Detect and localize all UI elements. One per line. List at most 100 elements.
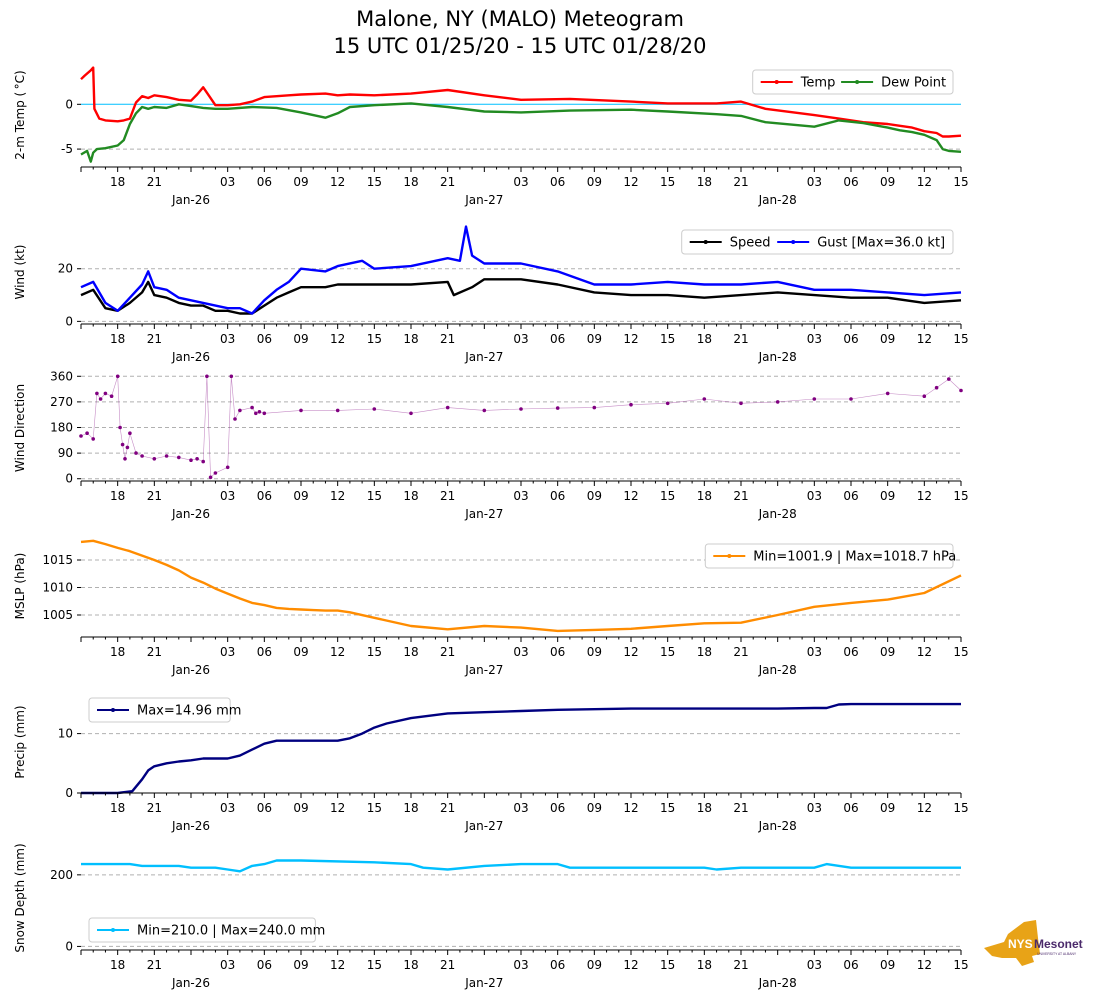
data-point: [262, 411, 267, 416]
legend-entry-label: Gust [Max=36.0 kt]: [817, 236, 945, 251]
data-point: [91, 437, 95, 441]
x-tick-label: 15: [953, 958, 968, 972]
x-tick-label: 21: [733, 645, 748, 659]
x-tick-label: 09: [587, 175, 602, 189]
x-date-label: Jan-26: [171, 976, 210, 990]
x-tick-label: 06: [843, 332, 858, 346]
x-tick-label: 21: [147, 175, 162, 189]
x-tick-label: 03: [220, 958, 235, 972]
y-tick-label: 200: [50, 868, 73, 882]
y-tick-label: 270: [50, 395, 73, 409]
x-tick-label: 06: [550, 175, 565, 189]
y-axis-label: 2-m Temp ( °C): [13, 70, 27, 159]
x-tick-label: 15: [660, 801, 675, 815]
x-tick-label: 06: [257, 801, 272, 815]
x-tick-label: 06: [550, 645, 565, 659]
x-tick-label: 12: [623, 332, 638, 346]
x-date-label: Jan-28: [758, 819, 797, 833]
x-tick-label: 15: [660, 958, 675, 972]
x-tick-label: 03: [220, 332, 235, 346]
x-tick-label: 09: [880, 175, 895, 189]
legend-box: [88, 697, 231, 723]
data-point: [299, 408, 303, 413]
x-tick-label: 03: [220, 801, 235, 815]
x-tick-label: 21: [440, 175, 455, 189]
x-tick-label: 09: [880, 645, 895, 659]
y-tick-label: 0: [65, 939, 73, 953]
data-point: [372, 407, 377, 411]
x-tick-label: 12: [917, 489, 932, 503]
x-tick-label: 15: [660, 175, 675, 189]
x-tick-label: 09: [293, 332, 308, 346]
series-line-min=1001.9: [80, 539, 962, 633]
series-line-speed: [80, 278, 962, 315]
x-tick-label: 15: [953, 645, 968, 659]
x-tick-label: 18: [697, 645, 712, 659]
x-tick-label: 18: [697, 801, 712, 815]
legend-box: [704, 543, 954, 569]
x-date-label: Jan-28: [758, 507, 797, 521]
legend: Min=210.0 | Max=240.0 mm: [88, 917, 325, 943]
legend: Temp Dew Point: [752, 69, 954, 95]
x-tick-label: 15: [660, 332, 675, 346]
legend-entry-label: Min=1001.9 | Max=1018.7 hPa: [753, 550, 956, 565]
data-point: [702, 397, 707, 401]
y-axis-label: MSLP (hPa): [13, 553, 27, 620]
series-thin-line: [80, 376, 962, 478]
x-tick-label: 12: [330, 645, 345, 659]
y-tick-label: 0: [65, 472, 73, 486]
panel-6: 200 0 Snow Depth (mm) 18 21 03 06 09 12 15 18 21 03 0…: [13, 843, 969, 990]
x-tick-label: 06: [257, 645, 272, 659]
data-point: [205, 374, 209, 379]
panel-2: 20 0 Wind (kt) 18 21 03 06 09 12 15 18 21 03 06 09 12 15…: [13, 225, 969, 364]
x-tick-label: 12: [330, 332, 345, 346]
x-date-label: Jan-27: [464, 350, 503, 364]
x-tick-label: 18: [110, 332, 125, 346]
legend: Min=1001.9 | Max=1018.7 hPa: [704, 543, 956, 569]
data-point: [665, 401, 670, 406]
data-point: [959, 388, 963, 393]
legend-marker: [774, 80, 779, 84]
x-tick-label: 06: [257, 175, 272, 189]
x-tick-label: 21: [440, 332, 455, 346]
data-point: [208, 475, 213, 480]
x-tick-label: 18: [110, 645, 125, 659]
x-tick-label: 18: [403, 801, 418, 815]
data-point: [134, 451, 138, 455]
x-tick-label: 03: [513, 489, 528, 503]
x-tick-label: 18: [403, 489, 418, 503]
x-tick-label: 21: [440, 489, 455, 503]
data-point: [238, 408, 242, 413]
y-axis-label: Wind (kt): [13, 245, 27, 300]
data-point: [445, 405, 450, 410]
x-tick-label: 03: [807, 645, 822, 659]
data-point: [109, 394, 114, 399]
x-tick-label: 12: [917, 958, 932, 972]
x-tick-label: 06: [843, 489, 858, 503]
x-tick-label: 18: [110, 801, 125, 815]
x-tick-label: 15: [660, 645, 675, 659]
y-axis-label: Snow Depth (mm): [13, 843, 27, 952]
x-tick-label: 15: [367, 645, 382, 659]
x-date-label: Jan-28: [758, 976, 797, 990]
x-tick-label: 09: [587, 958, 602, 972]
x-tick-label: 03: [807, 489, 822, 503]
x-tick-label: 12: [623, 958, 638, 972]
data-point: [947, 377, 951, 381]
y-tick-label: 1015: [42, 553, 73, 567]
x-tick-label: 12: [917, 175, 932, 189]
legend-box: [88, 917, 316, 943]
x-tick-label: 09: [293, 958, 308, 972]
legend-entry-label: Max=14.96 mm: [137, 704, 241, 719]
legend-marker: [855, 80, 860, 84]
data-point: [629, 402, 633, 407]
data-point: [95, 391, 99, 396]
x-tick-label: 15: [953, 332, 968, 346]
logo-mesonet-text: Mesonet: [1034, 937, 1083, 951]
x-date-label: Jan-28: [758, 663, 797, 677]
legend-marker: [727, 554, 732, 558]
x-tick-label: 03: [807, 801, 822, 815]
legend-entry-label: Temp: [800, 76, 836, 91]
x-tick-label: 21: [440, 801, 455, 815]
legend-entry-label: Dew Point: [881, 76, 946, 91]
